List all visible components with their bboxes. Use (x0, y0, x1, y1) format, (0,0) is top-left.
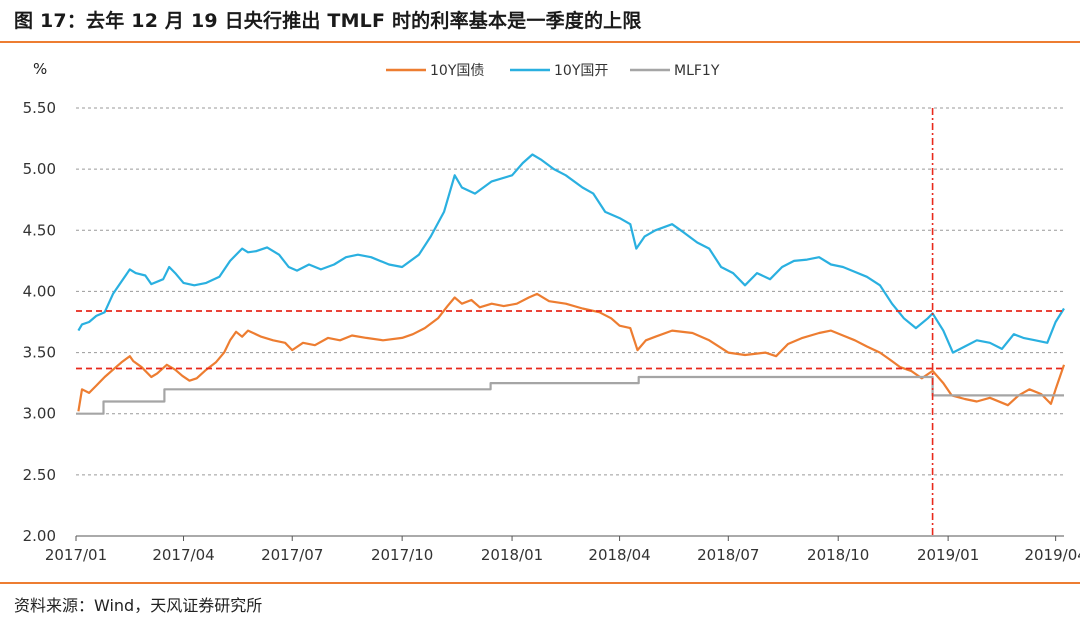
y-tick-label: 2.50 (23, 466, 56, 484)
source-divider (0, 582, 1080, 584)
y-tick-label: 5.00 (23, 160, 56, 178)
x-tick-label: 2017/01 (45, 546, 107, 564)
x-tick-label: 2017/07 (261, 546, 323, 564)
series-line-3 (76, 375, 1064, 415)
x-tick-label: 2018/10 (807, 546, 869, 564)
y-axis-ticks: 5.50 5.00 4.50 4.00 3.50 3.00 2.50 2.00 (23, 99, 56, 545)
figure-title: 图 17：去年 12 月 19 日央行推出 TMLF 时的利率基本是一季度的上限 (14, 10, 642, 32)
series-line-2 (77, 153, 1065, 354)
gridlines (76, 107, 1064, 476)
x-tick-label: 2017/10 (371, 546, 433, 564)
y-tick-label: 2.00 (23, 527, 56, 545)
y-tick-label: 3.00 (23, 405, 56, 423)
x-tick-label: 2018/07 (697, 546, 759, 564)
series-lines (76, 153, 1066, 415)
legend-label: MLF1Y (674, 63, 720, 79)
x-tick-label: 2018/01 (481, 546, 543, 564)
line-chart: 5.50 5.00 4.50 4.00 3.50 3.00 2.50 2.00 2017/01… (23, 60, 1080, 564)
series-line-1 (77, 292, 1066, 412)
y-axis-label: % (33, 60, 47, 78)
x-axis: 2017/01 2017/04 2017/07 2017/10 2018/01 2018/… (45, 535, 1080, 564)
y-tick-label: 3.50 (23, 344, 56, 362)
x-tick-label: 2018/04 (588, 546, 650, 564)
y-tick-label: 4.50 (23, 221, 56, 239)
reference-lines (76, 108, 1064, 536)
x-tick-label: 2019/01 (917, 546, 979, 564)
legend-label: 10Y国债 (430, 63, 484, 79)
title-divider (0, 41, 1080, 43)
y-tick-label: 5.50 (23, 99, 56, 117)
y-tick-label: 4.00 (23, 282, 56, 300)
source-note: 资料来源：Wind，天风证券研究所 (14, 596, 263, 615)
x-tick-label: 2019/04 (1024, 546, 1080, 564)
legend-label: 10Y国开 (554, 63, 608, 79)
x-tick-label: 2017/04 (152, 546, 214, 564)
legend: 10Y国债 10Y国开 MLF1Y (386, 63, 720, 79)
